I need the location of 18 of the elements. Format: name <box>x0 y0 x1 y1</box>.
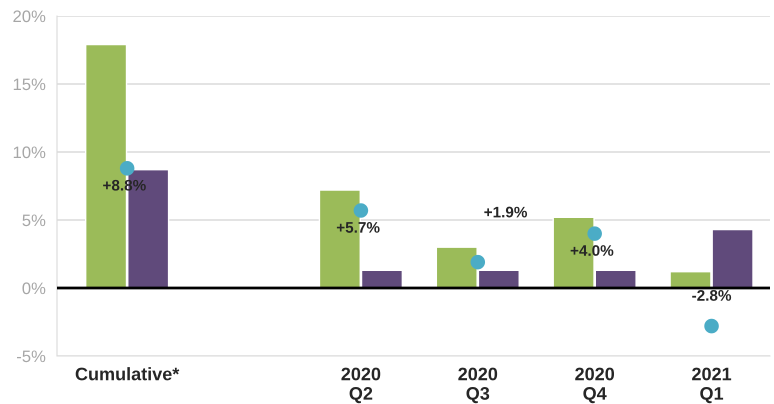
data-label: -2.8% <box>692 290 732 301</box>
x-tick-label: 2020 Q2 <box>341 368 380 404</box>
point <box>354 203 368 218</box>
y-tick-label: 20% <box>13 10 46 22</box>
y-tick-label: 5% <box>22 214 46 226</box>
data-label: +1.9% <box>484 206 528 218</box>
y-tick-label: 0% <box>22 282 46 294</box>
y-tick-label: -5% <box>16 350 46 362</box>
y-tick-label: 15% <box>14 78 46 90</box>
point <box>587 226 602 241</box>
x-tick-label: 2020 Q4 <box>575 368 614 404</box>
x-tick-label: Cumulative* <box>76 367 180 380</box>
x-tick-label: 2020 Q3 <box>458 368 498 404</box>
point <box>120 161 134 176</box>
y-tick-label: 10% <box>14 146 46 158</box>
x-tick-label: 2021 Q1 <box>692 368 732 404</box>
point <box>470 254 486 270</box>
point <box>704 318 719 334</box>
